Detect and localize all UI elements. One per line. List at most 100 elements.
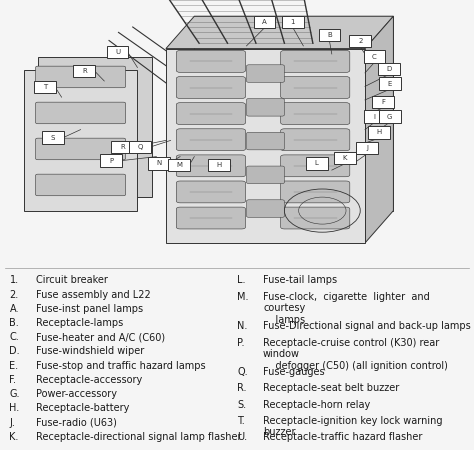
- FancyBboxPatch shape: [281, 181, 350, 203]
- FancyBboxPatch shape: [364, 110, 385, 123]
- FancyBboxPatch shape: [36, 102, 126, 124]
- Text: L: L: [315, 160, 319, 166]
- Text: J: J: [366, 145, 368, 151]
- Text: R: R: [120, 144, 125, 150]
- Text: B.: B.: [9, 318, 19, 328]
- Text: L.: L.: [237, 275, 246, 285]
- Text: H: H: [376, 129, 382, 135]
- FancyBboxPatch shape: [379, 77, 401, 90]
- Text: S.: S.: [237, 400, 246, 410]
- FancyBboxPatch shape: [176, 103, 246, 125]
- Text: Power-accessory: Power-accessory: [36, 389, 117, 399]
- Bar: [24, 70, 137, 211]
- Text: Receptacle-accessory: Receptacle-accessory: [36, 375, 142, 385]
- Text: P.: P.: [237, 338, 245, 347]
- Polygon shape: [166, 16, 393, 49]
- FancyBboxPatch shape: [349, 35, 371, 47]
- Text: C.: C.: [9, 332, 19, 342]
- FancyBboxPatch shape: [107, 45, 128, 58]
- Text: Receptacle-cruise control (K30) rear window
    defogger (C50) (all ignition con: Receptacle-cruise control (K30) rear win…: [263, 338, 448, 371]
- Text: Fuse-radio (U63): Fuse-radio (U63): [36, 418, 117, 428]
- FancyBboxPatch shape: [34, 81, 56, 93]
- FancyBboxPatch shape: [378, 63, 400, 75]
- FancyBboxPatch shape: [334, 152, 356, 164]
- FancyBboxPatch shape: [372, 96, 394, 108]
- FancyBboxPatch shape: [356, 142, 378, 154]
- FancyBboxPatch shape: [306, 157, 328, 170]
- Text: R: R: [82, 68, 87, 74]
- FancyBboxPatch shape: [176, 207, 246, 229]
- Text: G: G: [387, 114, 392, 120]
- Bar: [166, 49, 365, 243]
- Text: U.: U.: [237, 432, 247, 442]
- FancyBboxPatch shape: [254, 16, 275, 28]
- Text: Fuse-heater and A/C (C60): Fuse-heater and A/C (C60): [36, 332, 164, 342]
- Text: K: K: [343, 155, 347, 161]
- FancyBboxPatch shape: [281, 76, 350, 99]
- FancyBboxPatch shape: [176, 155, 246, 177]
- FancyBboxPatch shape: [281, 50, 350, 72]
- Text: D.: D.: [9, 346, 20, 356]
- Text: Receptacle-battery: Receptacle-battery: [36, 403, 129, 414]
- Text: 2.: 2.: [9, 290, 19, 300]
- Text: N: N: [156, 160, 162, 166]
- Text: Receptacle-directional signal lamp flasher: Receptacle-directional signal lamp flash…: [36, 432, 241, 442]
- Polygon shape: [365, 16, 393, 243]
- Text: I: I: [374, 114, 375, 120]
- Text: 2: 2: [358, 38, 363, 44]
- Text: Fuse-clock,  cigarette  lighter  and  courtesy
    lamps: Fuse-clock, cigarette lighter and courte…: [263, 292, 433, 325]
- Text: Receptacle-seat belt buzzer: Receptacle-seat belt buzzer: [263, 383, 399, 393]
- FancyBboxPatch shape: [246, 132, 284, 150]
- Text: F.: F.: [9, 375, 17, 385]
- FancyBboxPatch shape: [281, 103, 350, 125]
- Text: F: F: [381, 99, 385, 105]
- Text: Fuse-inst panel lamps: Fuse-inst panel lamps: [36, 304, 143, 314]
- Text: J.: J.: [9, 418, 15, 428]
- FancyBboxPatch shape: [168, 159, 190, 171]
- FancyBboxPatch shape: [246, 65, 284, 82]
- FancyBboxPatch shape: [36, 138, 126, 160]
- FancyBboxPatch shape: [111, 141, 133, 153]
- FancyBboxPatch shape: [176, 50, 246, 72]
- FancyBboxPatch shape: [208, 159, 230, 171]
- Text: Fuse-stop and traffic hazard lamps: Fuse-stop and traffic hazard lamps: [36, 361, 205, 371]
- FancyBboxPatch shape: [246, 200, 284, 217]
- FancyBboxPatch shape: [246, 166, 284, 184]
- Text: T: T: [43, 84, 47, 90]
- Text: U: U: [115, 49, 120, 55]
- FancyBboxPatch shape: [282, 16, 304, 28]
- Text: R.: R.: [237, 383, 246, 393]
- Text: 1: 1: [291, 19, 295, 25]
- FancyBboxPatch shape: [42, 131, 64, 144]
- FancyBboxPatch shape: [281, 129, 350, 151]
- Text: E.: E.: [9, 361, 18, 371]
- Text: D: D: [386, 66, 392, 72]
- FancyBboxPatch shape: [379, 110, 401, 123]
- Text: H: H: [216, 162, 222, 168]
- Text: A: A: [262, 19, 267, 25]
- Text: Receptacle-horn relay: Receptacle-horn relay: [263, 400, 370, 410]
- Text: Receptacle-lamps: Receptacle-lamps: [36, 318, 123, 328]
- Text: 1.: 1.: [9, 275, 18, 285]
- Text: S: S: [51, 135, 55, 141]
- Text: Fuse-windshield wiper: Fuse-windshield wiper: [36, 346, 144, 356]
- Text: Circuit breaker: Circuit breaker: [36, 275, 108, 285]
- Text: E: E: [387, 81, 392, 87]
- Text: Q: Q: [137, 144, 143, 150]
- FancyBboxPatch shape: [36, 66, 126, 88]
- Text: C: C: [372, 54, 377, 60]
- FancyBboxPatch shape: [176, 129, 246, 151]
- Bar: [38, 57, 152, 197]
- FancyBboxPatch shape: [281, 207, 350, 229]
- Bar: [194, 16, 393, 211]
- Text: T.: T.: [237, 416, 245, 426]
- FancyBboxPatch shape: [281, 155, 350, 177]
- Text: Fuse-Directional signal and back-up lamps: Fuse-Directional signal and back-up lamp…: [263, 321, 471, 331]
- FancyBboxPatch shape: [73, 64, 95, 77]
- FancyBboxPatch shape: [246, 99, 284, 116]
- Text: Receptacle-traffic hazard flasher: Receptacle-traffic hazard flasher: [263, 432, 422, 442]
- Text: Fuse-tail lamps: Fuse-tail lamps: [263, 275, 337, 285]
- Text: Receptacle-ignition key lock warning buzzer: Receptacle-ignition key lock warning buz…: [263, 416, 443, 437]
- FancyBboxPatch shape: [100, 154, 122, 167]
- Text: M.: M.: [237, 292, 248, 302]
